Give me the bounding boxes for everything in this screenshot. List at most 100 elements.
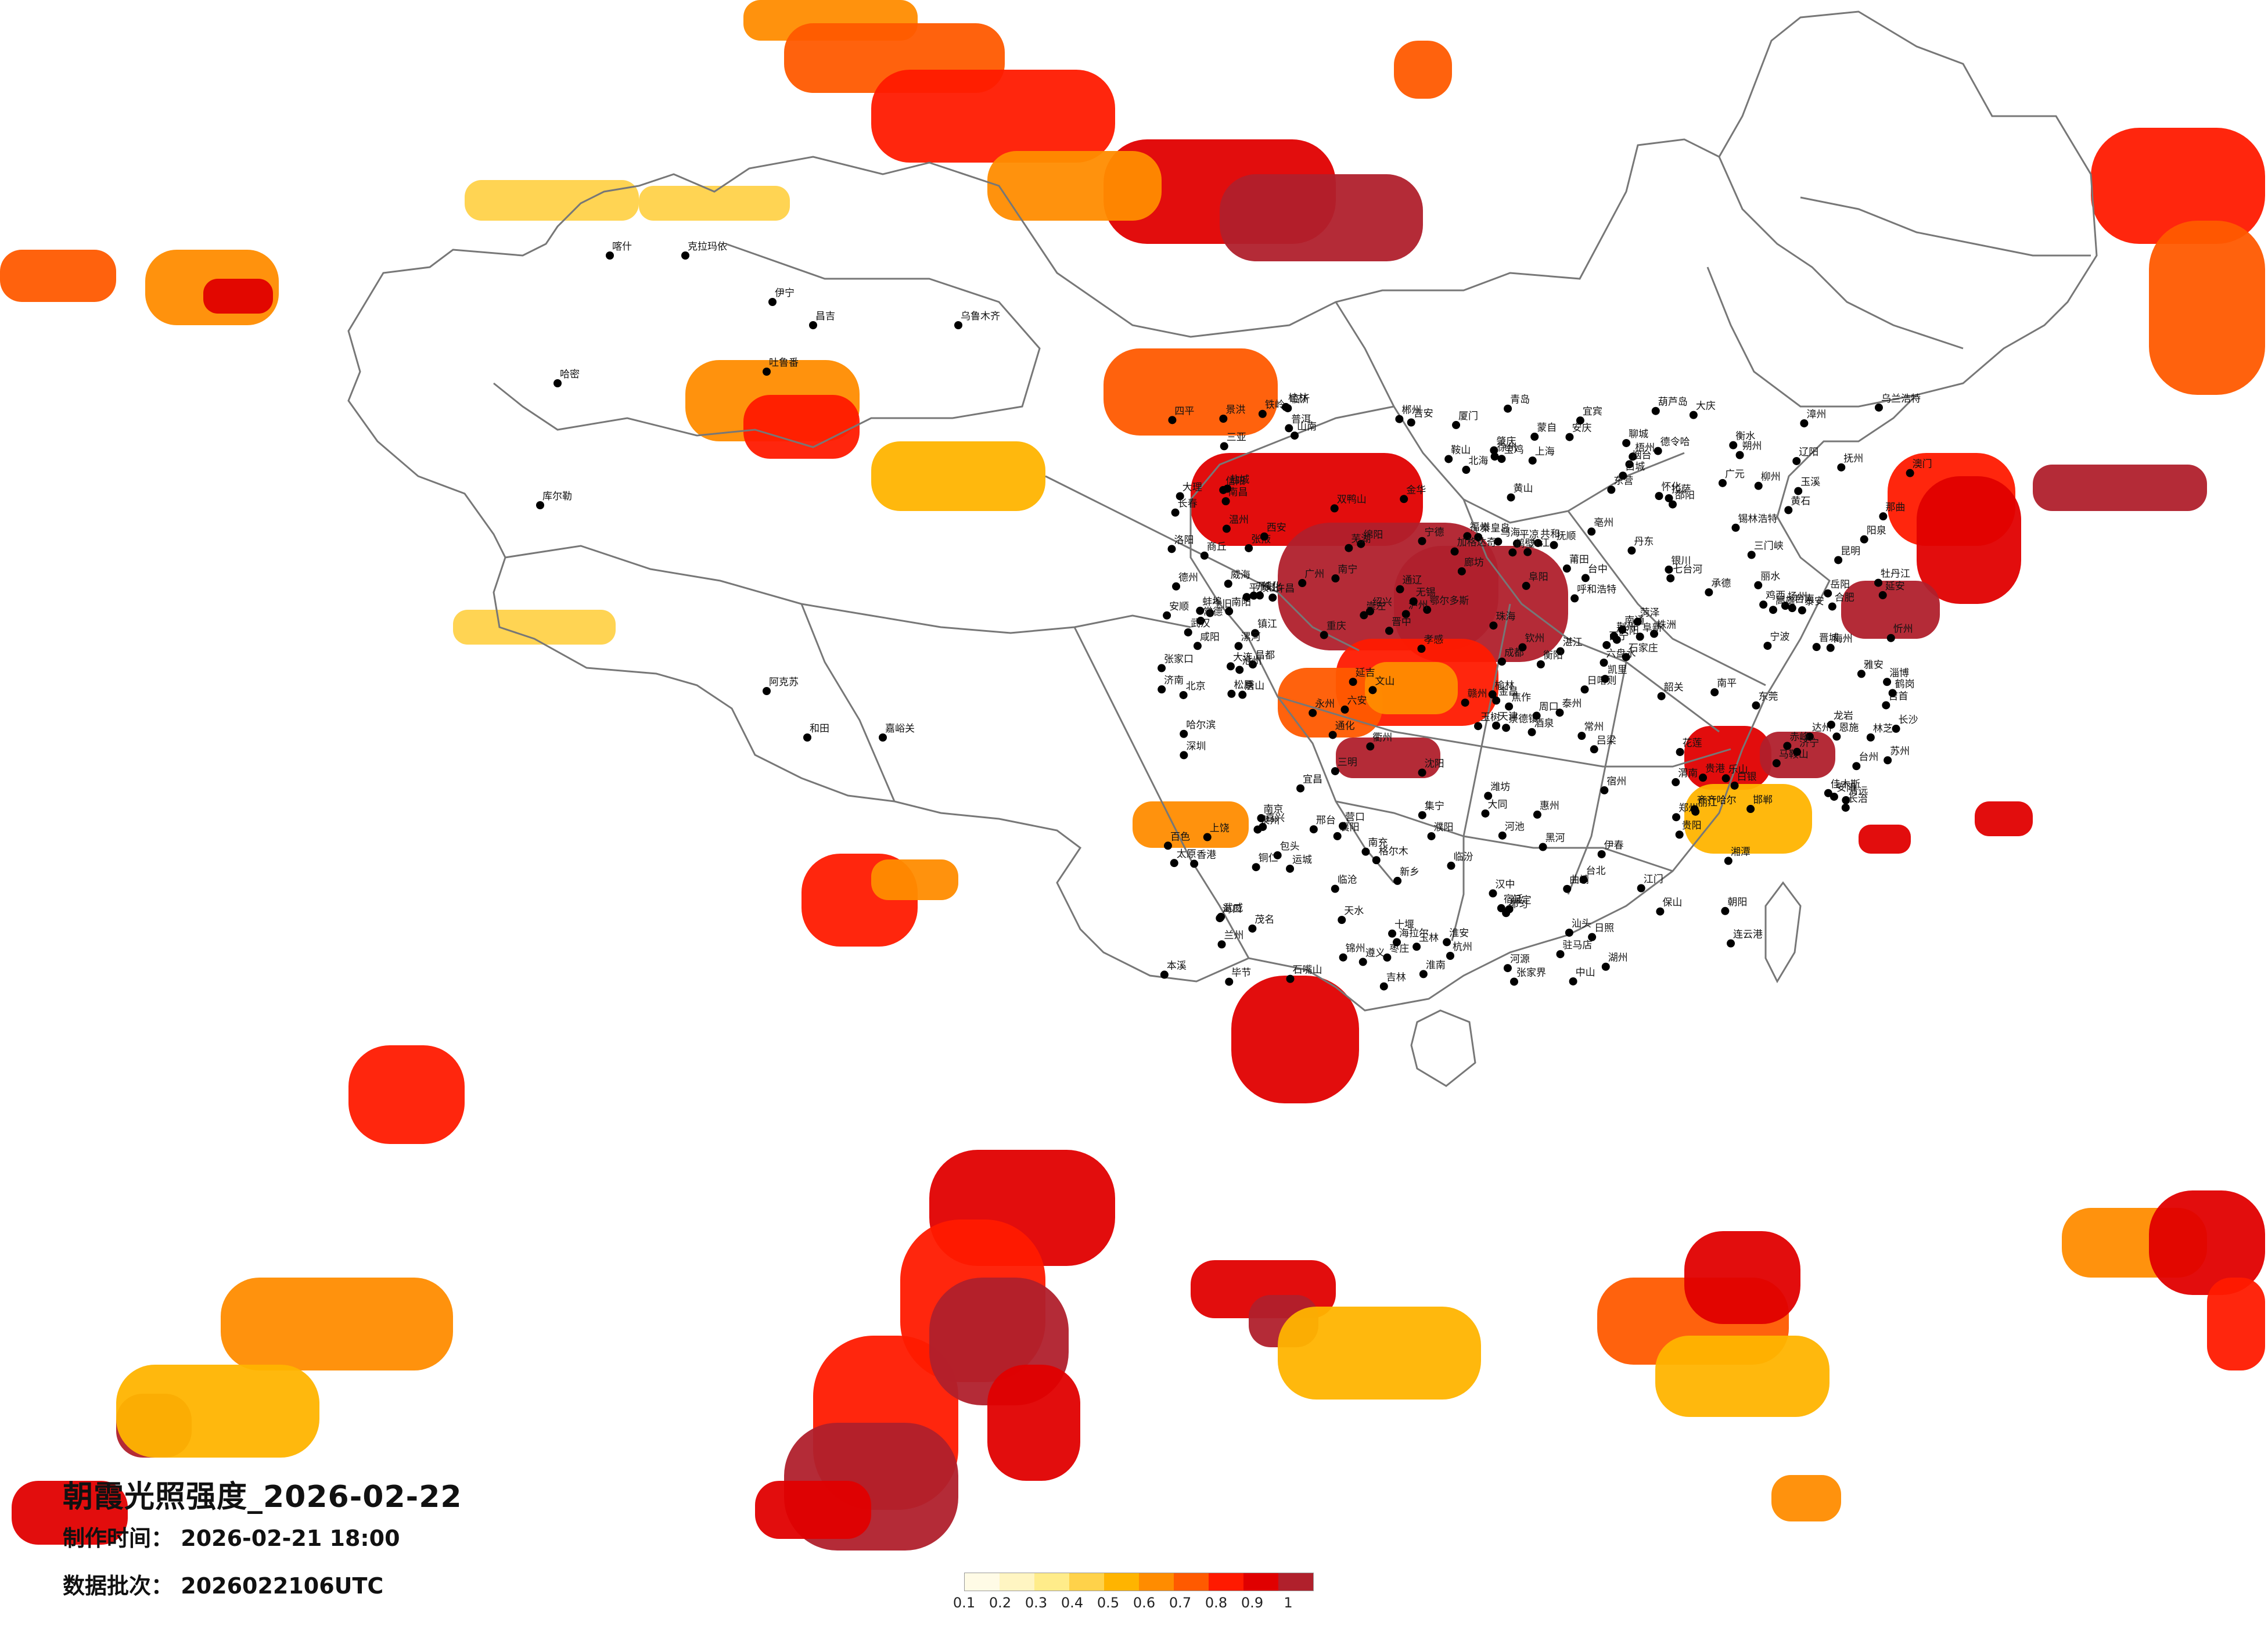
city-dot bbox=[1489, 621, 1498, 630]
city-label: 三门峡 bbox=[1754, 540, 1784, 552]
city-label: 宿迁 bbox=[1504, 894, 1523, 905]
city-label: 大同 bbox=[1487, 799, 1507, 811]
glow-area bbox=[2091, 128, 2265, 244]
city-dot bbox=[1489, 889, 1497, 898]
city-marker: 辽阳 bbox=[1792, 447, 1818, 465]
city-dot bbox=[1331, 767, 1339, 775]
city-label: 淮安 bbox=[1449, 927, 1469, 939]
city-dot bbox=[1291, 431, 1299, 440]
city-dot bbox=[809, 321, 817, 329]
province-borders bbox=[347, 10, 2098, 1087]
city-marker: 郴州 bbox=[1395, 405, 1421, 423]
city-label: 芜湖 bbox=[1351, 534, 1371, 545]
city-dot bbox=[1665, 494, 1673, 502]
city-label: 包头 bbox=[1280, 841, 1300, 852]
city-dot bbox=[1450, 547, 1459, 556]
city-label: 杭州 bbox=[1453, 941, 1472, 953]
city-dot bbox=[681, 251, 689, 260]
city-dot bbox=[1746, 805, 1755, 814]
city-marker: 焦作 bbox=[1505, 692, 1531, 711]
city-marker: 韶关 bbox=[1657, 682, 1684, 700]
city-dot bbox=[763, 368, 771, 376]
city-dot bbox=[1556, 950, 1565, 959]
legend-tick: 0.5 bbox=[1097, 1595, 1120, 1611]
city-dot bbox=[1502, 724, 1511, 732]
city-dot bbox=[1158, 664, 1166, 672]
city-label: 廊坊 bbox=[1464, 557, 1484, 569]
city-label: 濮阳 bbox=[1434, 822, 1454, 833]
city-label: 邯郸 bbox=[1753, 794, 1773, 806]
city-marker: 玉林 bbox=[1412, 932, 1439, 951]
city-dot bbox=[1260, 532, 1268, 541]
city-dot bbox=[1783, 742, 1792, 750]
city-marker: 德州 bbox=[1172, 572, 1198, 591]
glow-area bbox=[1917, 476, 2021, 604]
city-label: 文山 bbox=[1375, 675, 1394, 687]
city-dot bbox=[1874, 403, 1883, 412]
legend-swatch bbox=[1243, 1573, 1278, 1591]
city-dot bbox=[1534, 539, 1543, 548]
city-label: 牡丹江 bbox=[1881, 569, 1910, 580]
city-marker: 淄博 bbox=[1883, 667, 1909, 686]
city-marker: 澳门 bbox=[1906, 459, 1932, 477]
city-label: 伊春 bbox=[1604, 840, 1624, 851]
city-marker: 茂名 bbox=[1248, 914, 1274, 933]
city-dot bbox=[1735, 451, 1744, 459]
city-marker: 三门峡 bbox=[1747, 540, 1784, 559]
city-dot bbox=[1505, 905, 1514, 913]
city-label: 湖州 bbox=[1608, 952, 1628, 964]
city-label: 兰州 bbox=[1224, 930, 1244, 941]
city-label: 黄山 bbox=[1514, 483, 1533, 495]
city-label: 温州 bbox=[1229, 515, 1249, 526]
legend-tick: 1 bbox=[1284, 1595, 1293, 1611]
city-marker: 锦州 bbox=[1339, 943, 1365, 962]
city-dot bbox=[1784, 506, 1793, 515]
city-label: 威海 bbox=[1231, 569, 1250, 581]
city-marker: 海口 bbox=[1216, 904, 1242, 923]
city-marker: 包头 bbox=[1273, 841, 1300, 859]
city-dot bbox=[1286, 864, 1295, 873]
city-dot bbox=[1580, 685, 1589, 694]
city-marker: 宝鸡 bbox=[1497, 444, 1523, 463]
city-dot bbox=[1633, 617, 1642, 626]
city-label: 台北 bbox=[1586, 865, 1605, 877]
city-dot bbox=[1690, 805, 1699, 814]
city-dot bbox=[1407, 418, 1415, 427]
city-marker: 唐山 bbox=[1238, 679, 1264, 699]
city-dot bbox=[1339, 822, 1347, 830]
city-dot bbox=[1676, 747, 1684, 756]
city-marker: 鹤岗 bbox=[1888, 678, 1915, 697]
city-dot bbox=[1666, 574, 1675, 582]
city-marker: 牡丹江 bbox=[1874, 569, 1910, 587]
city-label: 上海 bbox=[1535, 446, 1555, 458]
city-dot bbox=[1601, 675, 1609, 684]
city-dot bbox=[1565, 929, 1573, 937]
city-label: 广元 bbox=[1725, 469, 1745, 480]
city-dot bbox=[1196, 606, 1205, 615]
city-marker: 宁德 bbox=[1418, 527, 1444, 545]
city-dot bbox=[1556, 647, 1565, 656]
city-dot bbox=[1338, 916, 1346, 924]
legend-tick: 0.2 bbox=[989, 1595, 1012, 1611]
city-marker: 邯郸 bbox=[1746, 794, 1773, 814]
city-label: 江门 bbox=[1644, 874, 1663, 886]
city-dot bbox=[1587, 527, 1596, 536]
city-label: 吐鲁番 bbox=[769, 357, 799, 369]
city-dot bbox=[1754, 581, 1763, 589]
legend-swatch bbox=[1034, 1573, 1069, 1591]
city-label: 加格达奇 bbox=[1457, 537, 1497, 549]
city-label: 沧州 bbox=[1242, 655, 1261, 667]
city-marker: 景洪 bbox=[1219, 404, 1245, 423]
city-dot bbox=[1668, 500, 1677, 509]
city-label: 乌海 bbox=[1500, 527, 1520, 539]
city-marker: 铁岭 bbox=[1258, 400, 1285, 418]
city-label: 忻州 bbox=[1893, 624, 1913, 635]
city-label: 中山 bbox=[1576, 967, 1595, 979]
city-marker: 东营 bbox=[1607, 475, 1633, 494]
city-label: 景德镇 bbox=[1508, 713, 1538, 725]
city-dot bbox=[1298, 579, 1307, 588]
city-marker: 三亚 bbox=[1220, 431, 1246, 451]
city-dot bbox=[879, 733, 887, 742]
city-dot bbox=[1625, 460, 1634, 469]
city-dot bbox=[1657, 692, 1666, 700]
